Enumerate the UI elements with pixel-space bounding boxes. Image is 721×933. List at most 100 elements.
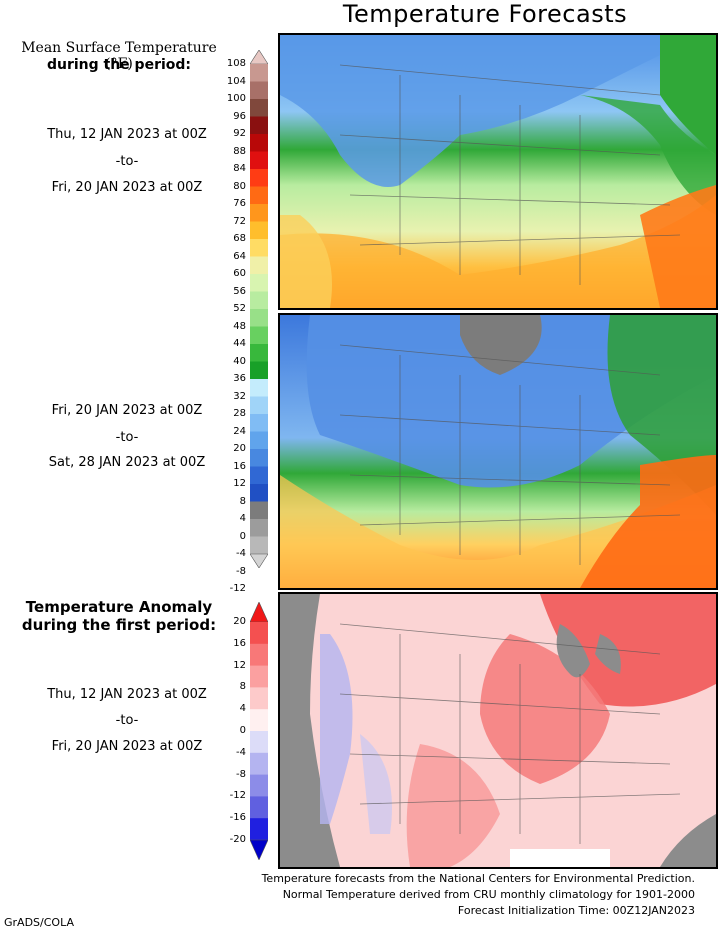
anomaly-colorbar-swatch [250, 818, 268, 841]
tick-label: -8 [236, 768, 246, 780]
temperature-colorbar-swatch [250, 361, 268, 380]
anom-label-line2: during the first period: [21, 616, 217, 634]
temperature-tick-labels: 108 104 100 96 92 88 84 80 76 72 68 64 60 56 52 48 44 40 3… [222, 58, 246, 594]
tick-label: 32 [233, 390, 246, 402]
tick-label: -4 [236, 746, 246, 758]
temperature-colorbar-swatch [250, 396, 268, 415]
tick-label: 24 [233, 425, 246, 437]
tick-label: 8 [239, 681, 246, 693]
period1-end: Fri, 20 JAN 2023 at 00Z [51, 180, 203, 195]
page-title: Temperature Forecasts [342, 0, 628, 28]
temperature-colorbar-swatch [250, 64, 268, 82]
temperature-colorbar-swatch [250, 169, 268, 187]
tick-label: 20 [233, 443, 246, 454]
tick-label: -12 [229, 790, 246, 802]
temperature-colorbar [250, 50, 268, 568]
period1-start: Thu, 12 JAN 2023 at 00Z [47, 127, 207, 142]
tick-label: 0 [239, 530, 246, 542]
temperature-anomaly-map-image [280, 594, 716, 867]
temperature-map-period2 [278, 313, 718, 590]
anomaly-colorbar-swatch [250, 752, 268, 776]
temperature-anomaly-map [278, 592, 718, 869]
temperature-colorbar-swatch [250, 99, 268, 117]
tick-label: 96 [233, 110, 246, 122]
tick-label: 4 [239, 703, 246, 715]
temperature-colorbar-swatch [250, 256, 268, 275]
tick-label: 60 [233, 268, 246, 279]
tick-label: 16 [233, 637, 246, 649]
tick-label: 56 [233, 285, 246, 297]
footer-line1: Temperature forecasts from the National … [261, 872, 695, 885]
temperature-colorbar-swatch [250, 221, 268, 240]
tick-label: 36 [233, 373, 246, 384]
period2-end: Sat, 28 JAN 2023 at 00Z [48, 455, 206, 470]
period2-start: Fri, 20 JAN 2023 at 00Z [51, 403, 203, 418]
temperature-colorbar-swatch [250, 519, 268, 537]
temperature-colorbar-swatch [250, 274, 268, 292]
period3-start: Thu, 12 JAN 2023 at 00Z [47, 687, 207, 702]
temperature-colorbar-swatch [250, 379, 268, 397]
tick-label: 108 [226, 58, 246, 69]
anomaly-colorbar-swatch [250, 731, 268, 754]
temperature-colorbar-swatch [250, 466, 268, 485]
tick-label: 100 [226, 93, 246, 104]
tick-label: 84 [233, 163, 246, 174]
anomaly-colorbar-swatch [250, 665, 268, 688]
tick-label: 72 [233, 215, 246, 227]
temperature-colorbar-swatch [250, 414, 268, 432]
temperature-colorbar-swatch [250, 501, 268, 520]
anomaly-colorbar-swatch [250, 643, 268, 667]
tick-label: 28 [233, 408, 246, 419]
temp-label-line1: Mean Surface Temperature (°F) [21, 40, 217, 72]
temperature-map-period1 [278, 33, 718, 310]
tick-label: 0 [239, 725, 246, 736]
tick-label: -4 [236, 548, 246, 559]
temperature-colorbar-swatch [250, 204, 268, 222]
tick-label: 44 [233, 338, 246, 349]
tick-label: -8 [236, 565, 246, 577]
footer-line2: Normal Temperature derived from CRU mont… [282, 888, 695, 901]
anomaly-colorbar-cap-bottom [250, 839, 268, 860]
tick-label: 20 [233, 616, 246, 627]
footer-line3: Forecast Initialization Time: 00Z12JAN20… [457, 904, 695, 917]
temperature-colorbar-swatch [250, 116, 268, 135]
temperature-colorbar-swatch [250, 484, 268, 502]
temperature-colorbar-swatch [250, 291, 268, 310]
anomaly-colorbar-swatch [250, 622, 268, 645]
tick-label: 88 [233, 145, 246, 157]
tick-label: 16 [233, 460, 246, 472]
tick-label: 8 [239, 495, 246, 507]
temperature-colorbar-swatch [250, 186, 268, 205]
credit: GrADS/COLA [4, 916, 74, 929]
tick-label: 64 [233, 250, 246, 262]
period1-sep: -to- [115, 154, 139, 169]
tick-label: 12 [233, 659, 246, 671]
anomaly-colorbar-swatch [250, 687, 268, 710]
temperature-colorbar-swatch [250, 536, 268, 555]
tick-label: 40 [233, 355, 246, 367]
temperature-map-period1-image [280, 35, 716, 308]
tick-label: 92 [233, 128, 246, 139]
temperature-colorbar-swatch [250, 151, 268, 170]
temperature-colorbar-swatch [250, 309, 268, 327]
period3-end: Fri, 20 JAN 2023 at 00Z [51, 739, 203, 754]
temperature-colorbar-swatch [250, 239, 268, 257]
temperature-colorbar-swatch [250, 81, 268, 100]
anom-label-line1: Temperature Anomaly [25, 598, 213, 616]
tick-label: 80 [233, 180, 246, 192]
temp-label-line2: during the period: [46, 57, 192, 73]
temperature-colorbar-swatch [250, 449, 268, 467]
tick-label: 48 [233, 320, 246, 332]
tick-label: 76 [233, 198, 246, 209]
tick-label: -16 [229, 812, 246, 824]
tick-label: 12 [233, 478, 246, 489]
tick-label: 68 [233, 233, 246, 244]
anomaly-colorbar [250, 602, 268, 860]
tick-label: 52 [233, 303, 246, 314]
temperature-map-period2-image [280, 315, 716, 588]
tick-label: 104 [226, 75, 246, 87]
anomaly-colorbar-swatch [250, 709, 268, 732]
temperature-colorbar-swatch [250, 134, 268, 152]
anomaly-colorbar-swatch [250, 774, 268, 797]
anomaly-tick-labels: 20 16 12 8 4 0 -4 -8 -12 -16 -20 [222, 616, 246, 845]
